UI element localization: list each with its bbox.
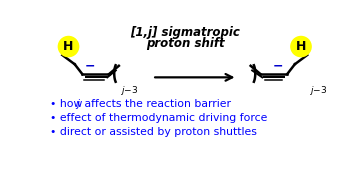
Circle shape [58, 36, 79, 57]
Text: affects the reaction barrier: affects the reaction barrier [81, 99, 231, 109]
Text: H: H [63, 40, 74, 53]
Text: $j\!-\!3$: $j\!-\!3$ [121, 84, 139, 97]
Text: −: − [273, 59, 283, 72]
Text: −: − [85, 59, 96, 72]
Circle shape [290, 36, 312, 57]
Text: • how: • how [50, 99, 86, 109]
Text: • direct or assisted by proton shuttles: • direct or assisted by proton shuttles [50, 127, 257, 137]
Text: H: H [296, 40, 306, 53]
Text: [1,j] sigmatropic: [1,j] sigmatropic [131, 26, 240, 39]
Text: $j\!-\!3$: $j\!-\!3$ [309, 84, 327, 97]
Text: proton shift: proton shift [146, 36, 225, 50]
Text: j: j [76, 99, 79, 109]
Text: • effect of thermodynamic driving force: • effect of thermodynamic driving force [50, 113, 267, 123]
